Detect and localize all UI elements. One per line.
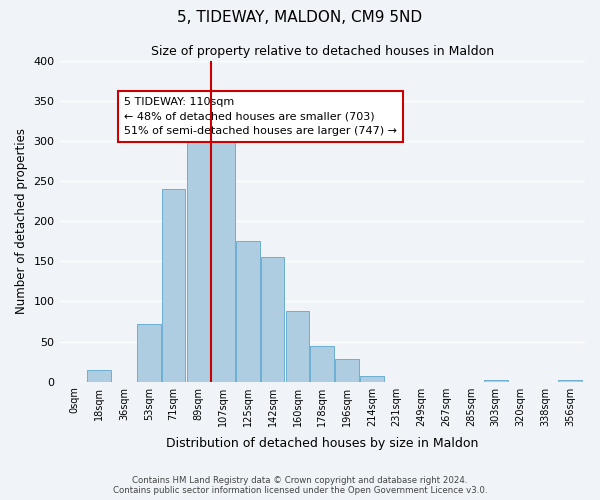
Text: 5, TIDEWAY, MALDON, CM9 5ND: 5, TIDEWAY, MALDON, CM9 5ND <box>178 10 422 25</box>
Bar <box>162 189 185 382</box>
Bar <box>236 241 260 382</box>
Bar <box>261 257 284 382</box>
Bar <box>88 370 111 382</box>
Bar <box>310 346 334 382</box>
Text: Contains HM Land Registry data © Crown copyright and database right 2024.
Contai: Contains HM Land Registry data © Crown c… <box>113 476 487 495</box>
Title: Size of property relative to detached houses in Maldon: Size of property relative to detached ho… <box>151 45 494 58</box>
Bar <box>286 311 309 382</box>
Bar <box>360 376 383 382</box>
Bar <box>187 114 210 382</box>
Bar <box>335 359 359 382</box>
Bar <box>211 137 235 382</box>
Bar <box>559 380 582 382</box>
X-axis label: Distribution of detached houses by size in Maldon: Distribution of detached houses by size … <box>166 437 478 450</box>
Bar <box>137 324 161 382</box>
Y-axis label: Number of detached properties: Number of detached properties <box>15 128 28 314</box>
Bar <box>484 380 508 382</box>
Text: 5 TIDEWAY: 110sqm
← 48% of detached houses are smaller (703)
51% of semi-detache: 5 TIDEWAY: 110sqm ← 48% of detached hous… <box>124 96 397 136</box>
